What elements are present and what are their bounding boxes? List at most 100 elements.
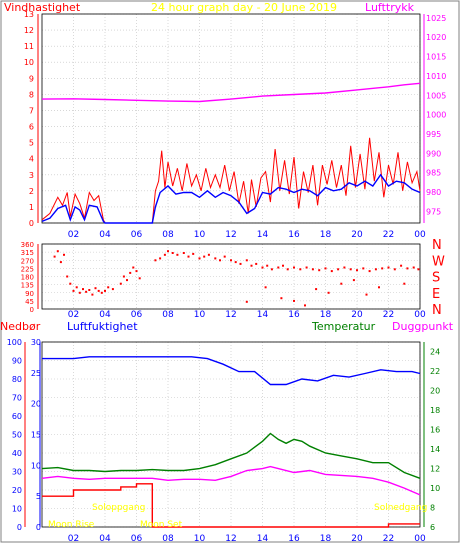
wind-direction-point <box>167 250 169 253</box>
wind-direction-point <box>207 253 210 256</box>
x-tick-label: 08 <box>162 310 174 320</box>
wind-direction-point <box>187 255 190 258</box>
temperature-legend-label: Temperatur <box>311 320 376 333</box>
humidity-series-line <box>42 356 421 386</box>
wind-y-tick-label: 4 <box>29 155 34 164</box>
wind-direction-point <box>78 291 81 294</box>
x-tick-label: 02 <box>68 534 79 543</box>
humidity-y-tick-label: 100 <box>7 338 22 347</box>
wind-direction-point <box>100 291 103 294</box>
wind-direction-point <box>266 264 269 267</box>
x-tick-label: 02 <box>68 310 79 320</box>
x-tick-label: 22 <box>383 534 394 543</box>
x-tick-label: 08 <box>162 230 174 240</box>
rain-legend-label: Nedbør <box>0 320 41 333</box>
wind-direction-point <box>104 289 106 292</box>
rain-y-tick-label: 15 <box>31 431 41 440</box>
x-tick-label: 12 <box>225 534 236 543</box>
x-tick-label: 22 <box>383 310 394 320</box>
wind-direction-point <box>280 297 283 300</box>
x-tick-label: 22 <box>383 230 394 240</box>
rain-y-tick-label: 10 <box>31 461 41 470</box>
rain-y-tick-label: 30 <box>31 338 41 347</box>
wind-direction-point <box>63 253 65 256</box>
humidity-y-tick-label: 10 <box>12 505 22 514</box>
wind-direction-point <box>318 269 321 272</box>
pressure-axis-title: Lufttrykk <box>365 1 415 14</box>
wind-direction-point <box>362 267 365 270</box>
rain-y-tick-label: 20 <box>31 400 41 409</box>
wind-direction-point <box>368 270 371 273</box>
wind-direction-point <box>214 257 217 260</box>
wind-direction-point <box>264 286 267 289</box>
moon-set-label: Moon Set <box>140 520 183 530</box>
wind-direction-point <box>129 271 132 274</box>
x-tick-label: 06 <box>131 230 143 240</box>
temperature-y-tick-label: 18 <box>430 406 440 415</box>
wind-direction-point <box>261 266 264 269</box>
temp-panel-axes: 0102030405060708090100051015202530681012… <box>7 338 440 543</box>
wind-y-tick-label: 13 <box>24 10 34 19</box>
direction-y-tick-label: 315 <box>21 249 34 257</box>
pressure-y-tick-label: 1025 <box>426 14 446 23</box>
rain-y-tick-label: 5 <box>36 492 41 501</box>
pressure-y-tick-label: 1010 <box>426 72 446 81</box>
x-tick-label: 20 <box>351 230 363 240</box>
wind-direction-point <box>245 259 248 262</box>
wind-direction-point <box>75 286 78 289</box>
x-tick-label: 18 <box>320 310 332 320</box>
x-tick-label: 00 <box>414 534 426 543</box>
wind-y-tick-label: 11 <box>24 42 34 51</box>
wind-direction-point <box>91 293 94 296</box>
wind-direction-point <box>59 261 62 264</box>
wind-direction-point <box>406 267 409 270</box>
wind-direction-point <box>132 266 135 269</box>
x-tick-label: 14 <box>257 310 269 320</box>
wind-direction-point <box>412 266 415 269</box>
humidity-y-tick-label: 30 <box>12 468 22 477</box>
wind-direction-point <box>219 259 221 262</box>
avg-series-line <box>41 173 421 224</box>
wind-direction-point <box>374 268 377 271</box>
wind-direction-point <box>270 268 273 271</box>
x-tick-label: 18 <box>320 534 332 543</box>
x-tick-label: 16 <box>288 230 300 240</box>
x-tick-label: 10 <box>194 534 206 543</box>
dewpoint-legend-label: Duggpunkt <box>392 320 454 333</box>
humidity-y-tick-label: 50 <box>12 431 22 440</box>
wind-y-tick-label: 8 <box>29 90 34 99</box>
direction-panel-points <box>53 250 420 307</box>
x-tick-label: 16 <box>288 310 300 320</box>
x-tick-label: 12 <box>225 230 236 240</box>
wind-direction-point <box>66 275 69 278</box>
wind-direction-point <box>182 252 185 254</box>
wind-y-tick-label: 0 <box>29 219 34 228</box>
direction-y-tick-label: 270 <box>21 257 34 265</box>
direction-y-tick-label: 360 <box>21 241 34 249</box>
x-tick-label: 06 <box>131 534 143 543</box>
wind-panel-series <box>41 82 421 224</box>
x-tick-label: 00 <box>414 310 426 320</box>
direction-y-tick-label: 0 <box>30 306 34 314</box>
wind-direction-point <box>85 290 88 293</box>
wind-direction-point <box>381 267 384 270</box>
dewpoint-series-line <box>41 465 421 496</box>
wind-y-tick-label: 5 <box>29 139 34 148</box>
wind-direction-point <box>393 268 396 271</box>
wind-direction-point <box>340 282 343 285</box>
wind-direction-point <box>198 257 201 260</box>
humidity-y-tick-label: 80 <box>12 375 22 384</box>
wind-y-tick-label: 6 <box>29 123 34 132</box>
rain-y-tick-label: 25 <box>31 369 41 378</box>
x-tick-label: 08 <box>162 534 174 543</box>
wind-direction-point <box>163 253 166 256</box>
direction-letter: N <box>432 238 442 253</box>
x-tick-label: 20 <box>351 310 363 320</box>
pressure-y-tick-label: 1015 <box>426 53 446 62</box>
direction-plot-frame <box>41 243 421 310</box>
x-tick-label: 10 <box>194 310 206 320</box>
wind-y-tick-label: 1 <box>29 203 34 212</box>
temperature-series-line <box>41 432 421 479</box>
